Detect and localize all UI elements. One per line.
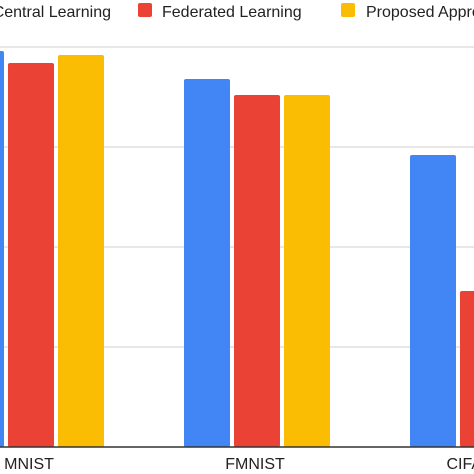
bar-mnist-federated-learning [8, 63, 54, 447]
bar-fmnist-federated-learning [234, 95, 280, 447]
legend: Federated Learning Proposed Approach Cen… [0, 3, 474, 21]
legend-swatch-proposed-approach [341, 3, 355, 17]
bars [0, 51, 474, 448]
legend-swatch-federated-learning [138, 3, 152, 17]
x-axis-ticks: MNIST FMNIST CIFAR [4, 456, 474, 473]
x-tick-fmnist: FMNIST [225, 456, 285, 473]
bar-cifar-federated-learning [460, 291, 474, 447]
legend-label-central-learning: Central Learning [0, 4, 111, 21]
bar-fmnist-proposed-approach [284, 95, 330, 447]
bar-fmnist-central-learning [184, 79, 230, 447]
bar-mnist-proposed-approach [58, 55, 104, 447]
bar-cifar-central-learning [410, 155, 456, 447]
legend-label-federated-learning: Federated Learning [162, 4, 302, 21]
bar-mnist-central-learning [0, 51, 4, 447]
legend-label-proposed-approach: Proposed Approach [366, 4, 474, 21]
x-tick-mnist: MNIST [4, 456, 54, 473]
x-tick-cifar: CIFAR [446, 456, 474, 473]
